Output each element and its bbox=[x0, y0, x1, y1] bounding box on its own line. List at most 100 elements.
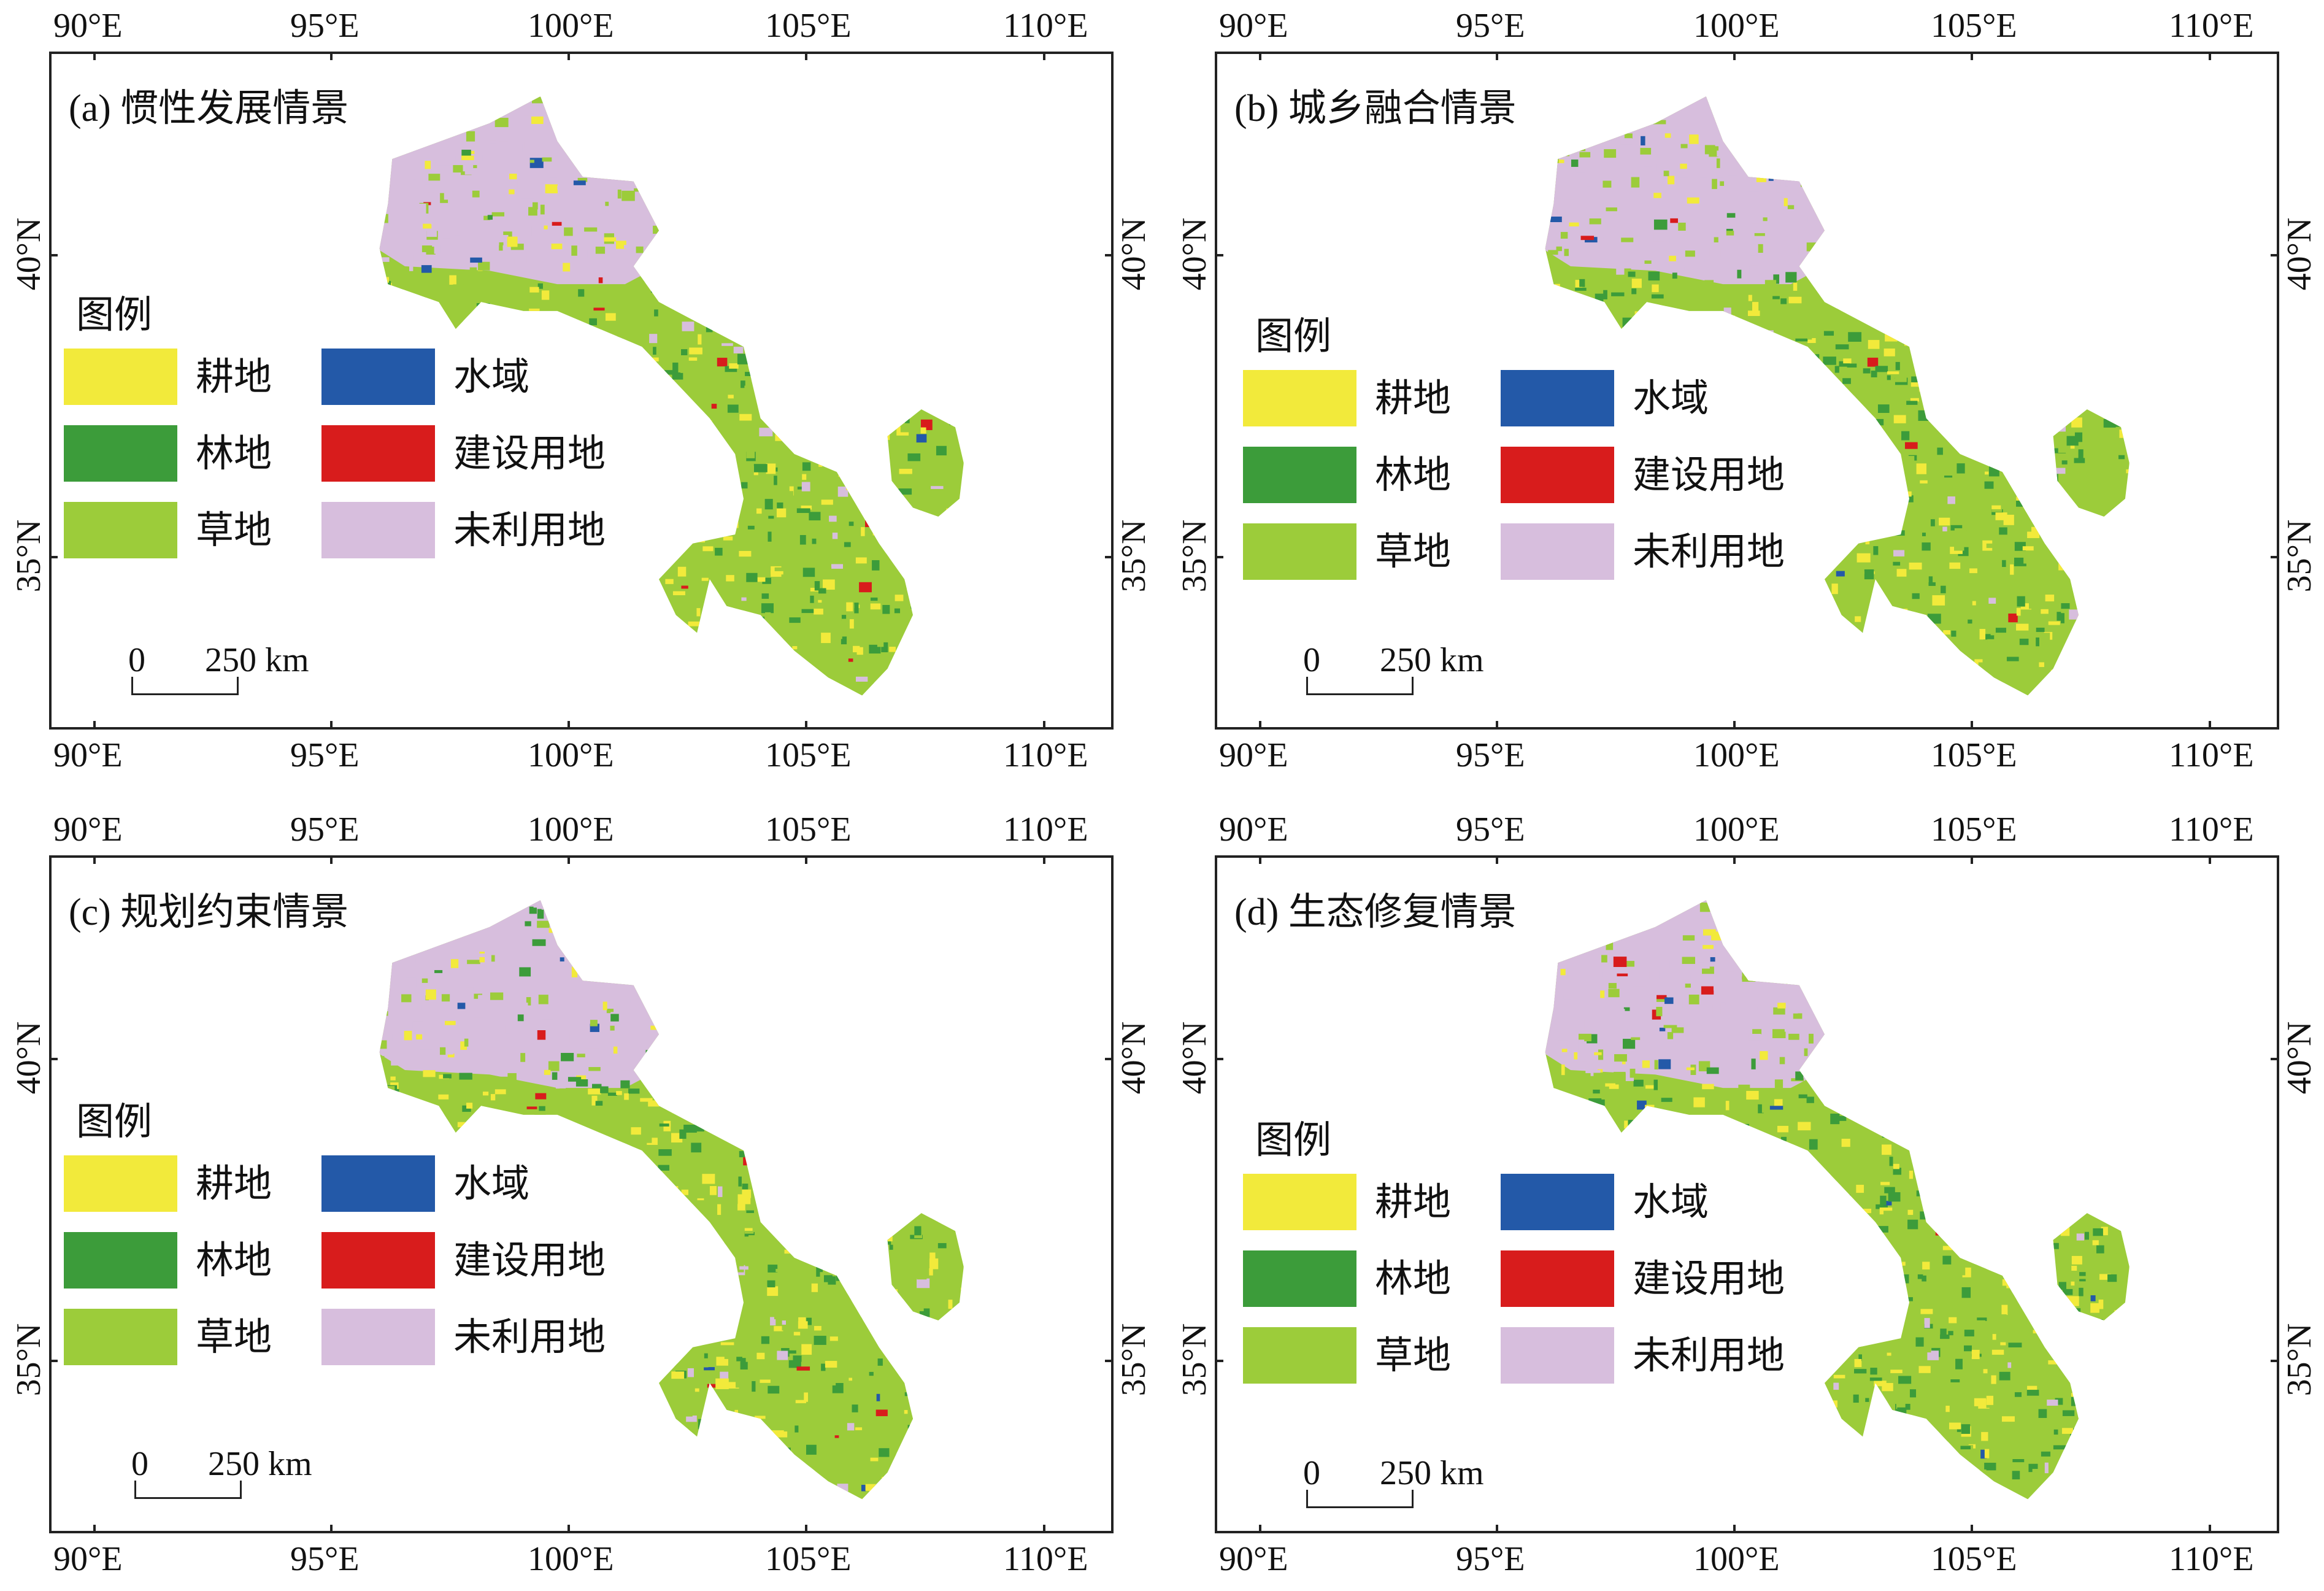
lon-tick bbox=[93, 855, 96, 864]
scale-line bbox=[134, 1481, 242, 1499]
scale-end-label: 250 km bbox=[1380, 1456, 1484, 1490]
scale-line bbox=[1306, 1490, 1414, 1508]
lon-tick bbox=[93, 52, 96, 60]
lat-tick bbox=[2271, 1058, 2279, 1060]
legend-label: 草地 bbox=[196, 1319, 272, 1357]
lon-tick bbox=[330, 721, 333, 730]
legend-swatch bbox=[64, 1232, 177, 1289]
lon-tick bbox=[805, 52, 807, 60]
legend: 图例耕地水域林地建设用地草地未利用地 bbox=[1243, 1122, 1623, 1404]
legend-label: 建设用地 bbox=[453, 1242, 606, 1280]
panel-title: (d) 生态修复情景 bbox=[1234, 893, 1517, 931]
lon-tick bbox=[2209, 1525, 2211, 1533]
legend-label: 林地 bbox=[196, 435, 272, 473]
legend-swatch bbox=[1501, 1250, 1614, 1307]
lon-label-bottom: 105°E bbox=[1931, 738, 2017, 772]
scale-bar: 0 250 km bbox=[128, 643, 349, 704]
lon-label-top: 110°E bbox=[1003, 812, 1088, 847]
lon-tick bbox=[1971, 721, 1973, 730]
lon-tick bbox=[1496, 721, 1498, 730]
legend-label: 草地 bbox=[1375, 533, 1451, 571]
lon-tick bbox=[1733, 52, 1736, 60]
legend-label: 未利用地 bbox=[453, 1319, 606, 1357]
lat-tick bbox=[1215, 1058, 1223, 1060]
lon-label-top: 105°E bbox=[1931, 9, 2017, 43]
legend-swatch bbox=[321, 1309, 435, 1365]
legend-label: 草地 bbox=[196, 512, 272, 550]
lat-tick bbox=[49, 254, 58, 256]
legend-label: 建设用地 bbox=[1633, 456, 1785, 495]
scale-line bbox=[131, 677, 239, 695]
legend-label: 未利用地 bbox=[453, 512, 606, 550]
lon-label-top: 110°E bbox=[2169, 9, 2254, 43]
lon-tick bbox=[93, 721, 96, 730]
lon-label-bottom: 95°E bbox=[1456, 738, 1525, 772]
lon-tick bbox=[1043, 855, 1045, 864]
lat-tick bbox=[1105, 1058, 1114, 1060]
lon-label-top: 95°E bbox=[1456, 812, 1525, 847]
lon-label-bottom: 95°E bbox=[290, 1542, 360, 1576]
lon-label-top: 90°E bbox=[1219, 9, 1288, 43]
lat-label-right: 35°N bbox=[2282, 1314, 2317, 1406]
legend-swatch bbox=[1243, 447, 1356, 503]
legend-swatch bbox=[321, 502, 435, 558]
lon-tick bbox=[568, 1525, 570, 1533]
lon-tick bbox=[1259, 855, 1261, 864]
scale-end-label: 250 km bbox=[205, 643, 309, 677]
lon-label-top: 110°E bbox=[2169, 812, 2254, 847]
lon-label-bottom: 105°E bbox=[765, 738, 852, 772]
lon-label-top: 95°E bbox=[290, 9, 360, 43]
lon-tick bbox=[1043, 1525, 1045, 1533]
lon-tick bbox=[1496, 52, 1498, 60]
lon-tick bbox=[1733, 721, 1736, 730]
legend: 图例耕地水域林地建设用地草地未利用地 bbox=[1243, 318, 1623, 600]
legend-label: 林地 bbox=[196, 1242, 272, 1280]
lon-label-top: 95°E bbox=[290, 812, 360, 847]
legend-swatch bbox=[64, 349, 177, 405]
lat-tick bbox=[49, 1360, 58, 1362]
lon-label-top: 100°E bbox=[528, 9, 614, 43]
legend-label: 水域 bbox=[453, 358, 529, 396]
lon-label-top: 110°E bbox=[1003, 9, 1088, 43]
legend-label: 耕地 bbox=[1375, 1184, 1451, 1222]
lat-tick bbox=[49, 1058, 58, 1060]
lon-label-top: 100°E bbox=[1693, 9, 1780, 43]
legend-swatch bbox=[1501, 523, 1614, 580]
lon-label-top: 105°E bbox=[765, 812, 852, 847]
lon-label-bottom: 110°E bbox=[2169, 738, 2254, 772]
legend-swatch bbox=[1243, 1250, 1356, 1307]
lat-tick bbox=[1215, 1360, 1223, 1362]
lon-tick bbox=[1496, 1525, 1498, 1533]
lon-label-top: 105°E bbox=[765, 9, 852, 43]
legend-label: 林地 bbox=[1375, 1260, 1451, 1298]
legend-swatch bbox=[64, 425, 177, 482]
lat-tick bbox=[2271, 1360, 2279, 1362]
lat-label-left: 40°N bbox=[12, 1012, 46, 1104]
legend-swatch bbox=[1501, 370, 1614, 426]
scale-start-label: 0 bbox=[128, 643, 145, 677]
lon-label-bottom: 105°E bbox=[1931, 1542, 2017, 1576]
legend-swatch bbox=[1243, 1327, 1356, 1384]
legend-label: 未利用地 bbox=[1633, 1337, 1785, 1375]
legend-swatch bbox=[1243, 370, 1356, 426]
lon-tick bbox=[1043, 52, 1045, 60]
lon-label-bottom: 100°E bbox=[1693, 1542, 1780, 1576]
panel-title: (a) 惯性发展情景 bbox=[69, 90, 348, 128]
lon-label-bottom: 90°E bbox=[53, 738, 123, 772]
scale-line bbox=[1306, 677, 1414, 695]
lon-tick bbox=[2209, 855, 2211, 864]
lon-label-bottom: 90°E bbox=[1219, 738, 1288, 772]
lon-tick bbox=[1496, 855, 1498, 864]
lon-tick bbox=[330, 855, 333, 864]
legend-label: 水域 bbox=[453, 1165, 529, 1203]
lon-tick bbox=[1043, 721, 1045, 730]
legend-swatch bbox=[1501, 1327, 1614, 1384]
lon-tick bbox=[2209, 721, 2211, 730]
